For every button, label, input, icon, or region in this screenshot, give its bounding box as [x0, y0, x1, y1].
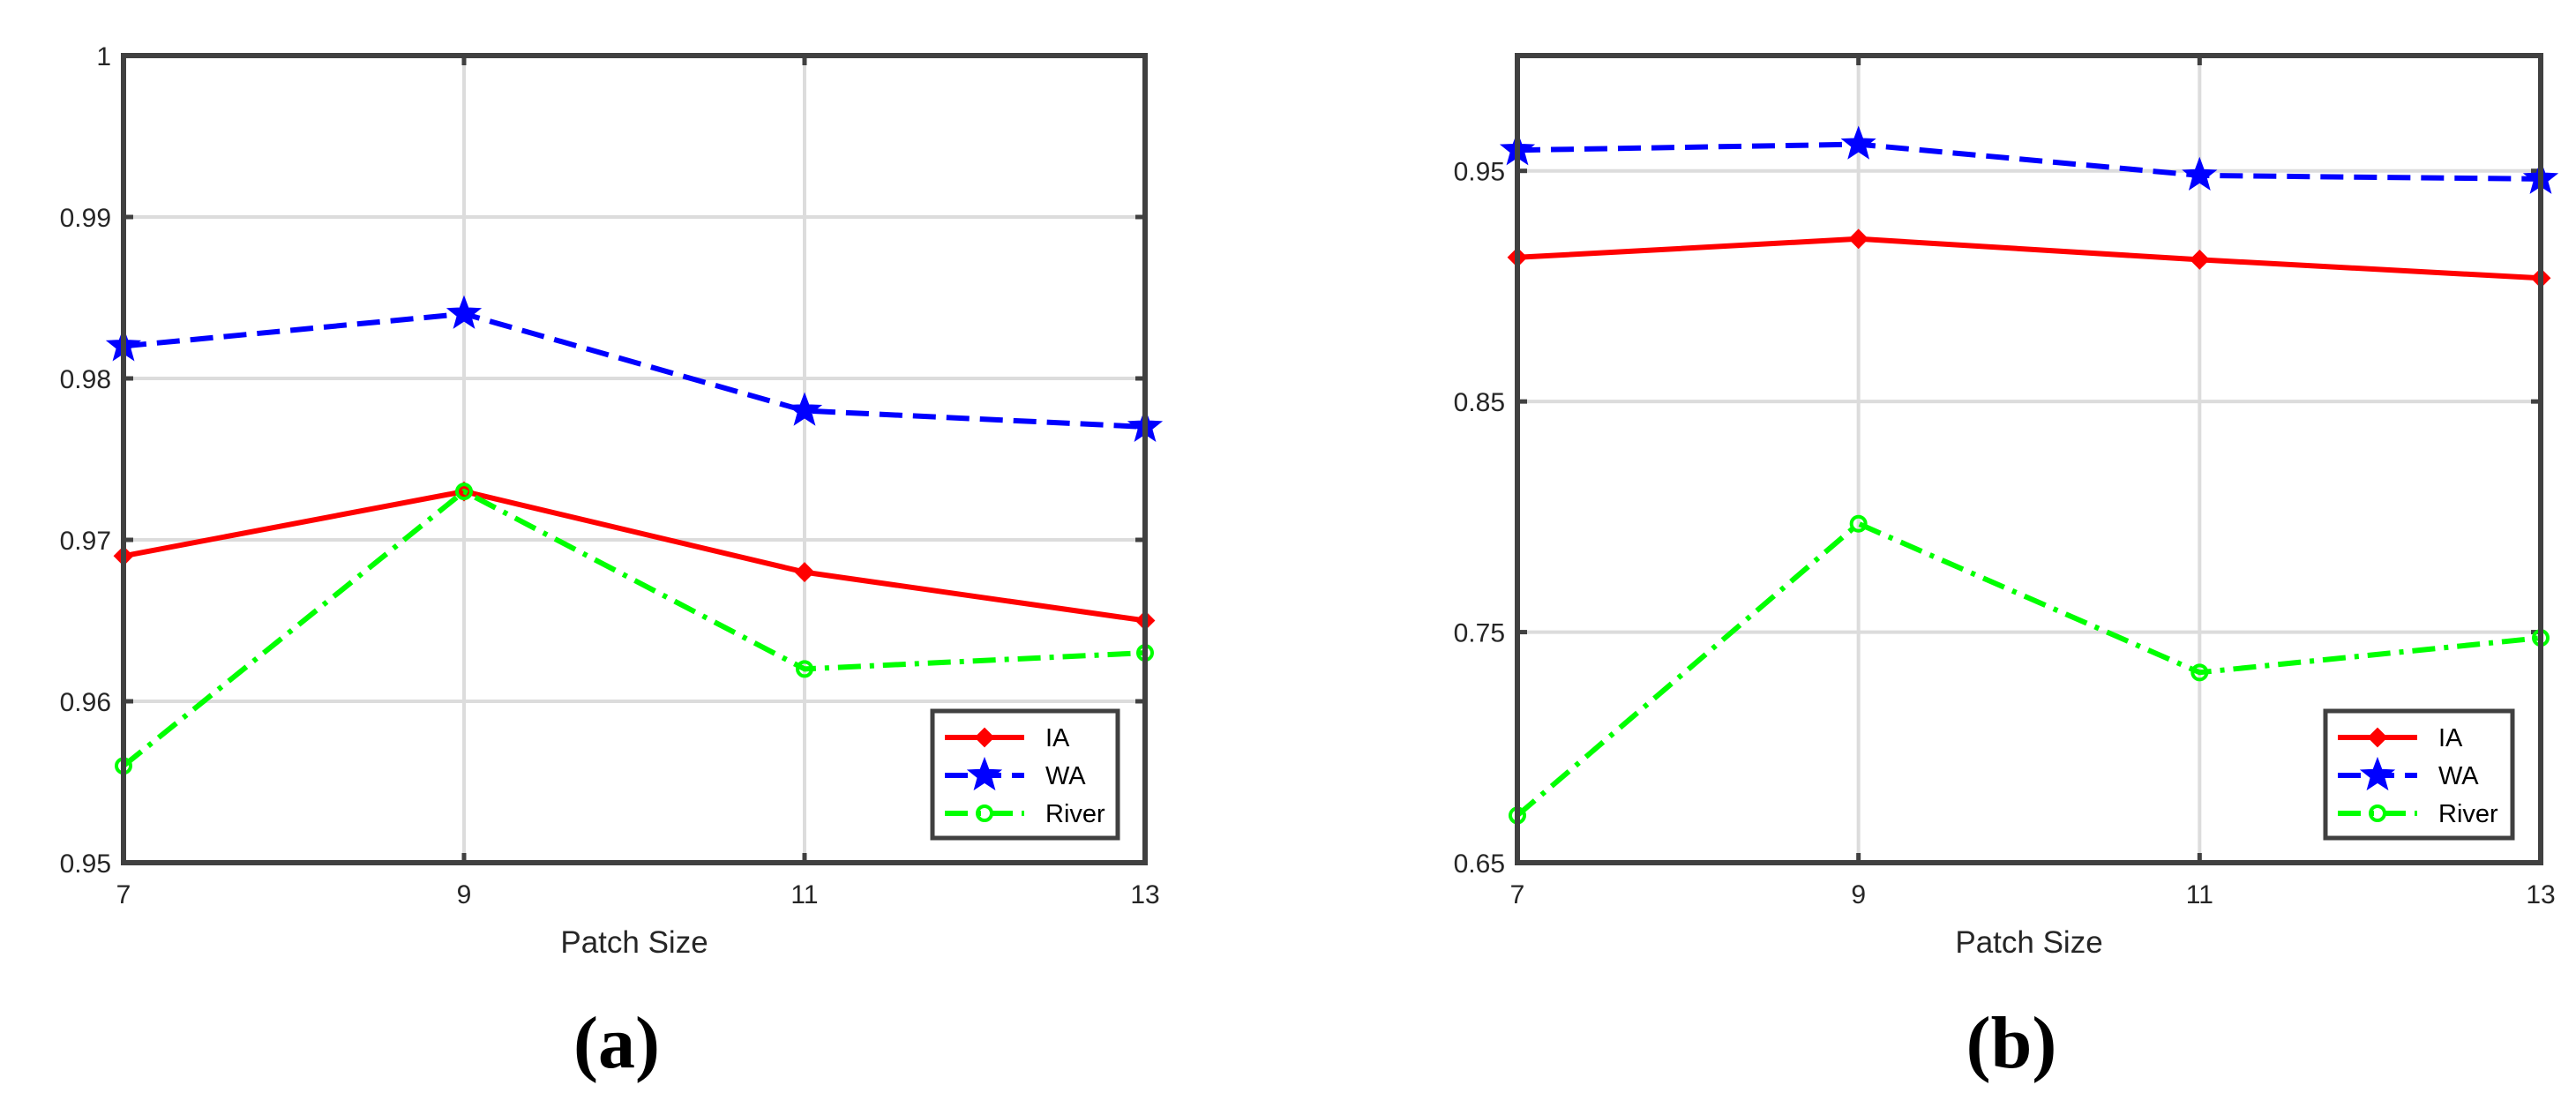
legend-label-ia: IA [2438, 724, 2463, 752]
panel-label: (b) [1966, 1002, 2057, 1084]
x-axis-label: Patch Size [560, 925, 708, 960]
x-tick-label: 9 [1851, 880, 1866, 909]
y-tick-label: 0.95 [60, 849, 111, 879]
x-axis-label: Patch Size [1955, 925, 2102, 960]
panel-label: (a) [573, 1002, 660, 1084]
data-point-wa [446, 295, 483, 329]
chart-panel-b: 7 9 11 13 0.65 0.75 0.85 0.95 Patch Size IA WA Rive… [1454, 53, 2559, 1084]
legend: IA WA River [930, 708, 1120, 841]
y-tick-label: 1 [96, 42, 111, 71]
data-point-wa [786, 392, 823, 426]
legend-label-river: River [1045, 800, 1105, 828]
data-point-river [1849, 514, 1868, 533]
y-tick-label: 0.75 [1454, 619, 1505, 648]
y-tick-label: 0.97 [60, 527, 111, 556]
legend-marker-wa [966, 756, 1003, 791]
x-tick-label: 13 [2526, 880, 2555, 909]
x-tick-label: 13 [1130, 880, 1159, 909]
series-line-river [122, 489, 1146, 768]
x-tick-label: 11 [2186, 880, 2213, 909]
x-tick-label: 7 [1510, 880, 1525, 909]
data-point-ia [794, 562, 815, 583]
x-tick-label: 7 [116, 880, 131, 909]
chart-panel-a: 7 9 11 13 0.95 0.96 0.97 0.98 0.99 1 Patch Size IA W… [60, 42, 1164, 1084]
series-line-wa [1516, 141, 2542, 182]
legend-marker-wa [2359, 756, 2396, 791]
data-point-ia [1848, 228, 1869, 250]
legend-label-wa: WA [2438, 762, 2479, 790]
x-tick-label: 9 [457, 880, 472, 909]
legend-label-ia: IA [1045, 724, 1070, 752]
series-line-ia [1516, 236, 2542, 281]
data-point-wa [2182, 156, 2218, 191]
y-tick-label: 0.85 [1454, 388, 1505, 417]
data-point-ia [2189, 249, 2210, 270]
legend-label-river: River [2438, 800, 2498, 828]
legend-marker-ia [2367, 727, 2388, 748]
legend: IA WA River [2323, 708, 2515, 841]
axes-frame [121, 53, 1148, 865]
series-line-ia [123, 489, 1146, 624]
y-tick-label: 0.96 [60, 688, 111, 717]
legend-marker-river [2369, 804, 2386, 822]
series-line-river [1516, 520, 2542, 818]
y-tick-label: 0.99 [60, 204, 111, 233]
y-tick-label: 0.65 [1454, 849, 1505, 879]
legend-marker-river [976, 804, 993, 822]
axes-frame [1515, 53, 2543, 865]
legend-label-wa: WA [1045, 762, 1086, 790]
series-line-wa [123, 311, 1146, 430]
y-tick-label: 0.98 [60, 365, 111, 394]
data-point-river [455, 483, 473, 501]
legend-marker-ia [974, 727, 995, 748]
y-tick-label: 0.95 [1454, 158, 1505, 187]
x-tick-label: 11 [790, 880, 818, 909]
data-point-river [796, 660, 813, 678]
data-point-wa [1840, 125, 1876, 160]
data-point-river [2190, 663, 2209, 682]
